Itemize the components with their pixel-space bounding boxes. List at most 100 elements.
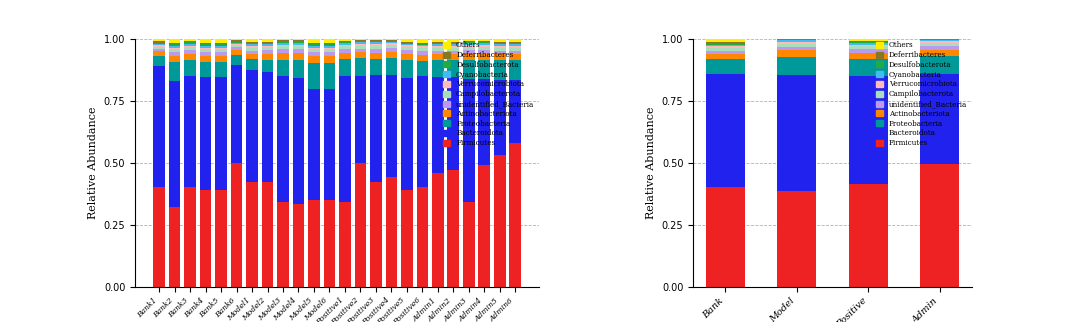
Bar [778,50,816,57]
Bar [510,48,521,51]
Bar [354,42,366,44]
Bar [261,183,273,287]
Bar [293,39,305,40]
Bar [231,40,242,41]
Bar [401,78,413,190]
Bar [246,46,258,48]
Bar [354,76,366,163]
Bar [339,43,351,44]
Bar [370,43,381,44]
Bar [153,56,165,66]
Bar [386,45,397,48]
Bar [339,41,351,42]
Bar [308,200,320,287]
Bar [339,76,351,202]
Bar [231,47,242,50]
Bar [354,59,366,76]
Bar [231,45,242,47]
Bar [168,43,180,44]
Bar [447,51,459,54]
Bar [354,39,366,40]
Bar [370,40,381,41]
Bar [308,63,320,90]
Bar [417,61,428,76]
Bar [278,39,288,40]
Bar [308,49,320,52]
Bar [849,46,888,49]
Bar [510,51,521,54]
Bar [231,41,242,43]
Bar [778,47,816,50]
Bar [293,53,305,61]
Bar [153,41,165,43]
Bar [778,38,816,39]
Bar [432,44,444,46]
Bar [168,207,180,287]
Y-axis label: Relative Abundance: Relative Abundance [646,106,657,219]
Bar [153,66,165,187]
Bar [153,39,165,41]
Bar [246,51,258,54]
Bar [231,163,242,287]
Bar [920,56,959,74]
Bar [354,163,366,287]
Bar [494,48,505,51]
Bar [185,54,195,60]
Bar [432,39,444,42]
Bar [339,59,351,76]
Bar [849,49,888,53]
Bar [231,43,242,44]
Bar [920,164,959,287]
Bar [168,46,180,48]
Bar [168,49,180,52]
Bar [920,39,959,40]
Bar [849,184,888,287]
Bar [706,51,745,54]
Bar [200,39,212,43]
Bar [246,42,258,43]
Bar [185,44,195,46]
Bar [478,60,490,79]
Bar [354,40,366,41]
Bar [324,90,335,200]
Bar [261,43,273,44]
Bar [432,46,444,48]
Bar [447,77,459,170]
Bar [478,50,490,53]
Bar [354,44,366,46]
Bar [278,41,288,43]
Bar [324,39,335,43]
Bar [185,60,195,76]
Bar [215,56,227,62]
Bar [920,46,959,50]
Bar [278,76,288,202]
Bar [447,54,459,61]
Bar [153,49,165,51]
Bar [293,78,305,204]
Bar [417,76,428,187]
Bar [168,56,180,62]
Bar [278,53,288,61]
Bar [261,60,273,72]
Bar [432,173,444,287]
Bar [510,61,521,80]
Bar [231,65,242,163]
Bar [510,39,521,42]
Bar [324,43,335,44]
Bar [215,190,227,287]
Bar [417,55,428,61]
Bar [706,43,745,44]
Bar [293,43,305,44]
Bar [386,58,397,75]
Bar [261,46,273,47]
Bar [478,47,490,50]
Bar [370,52,381,59]
Legend: Others, Deferribacteres, Desulfobacterota, Cyanobacteria, Verrucomicrobiota, Cam: Others, Deferribacteres, Desulfobacterot… [442,40,536,149]
Bar [432,48,444,51]
Bar [370,59,381,75]
Bar [261,54,273,60]
Bar [494,54,505,61]
Bar [494,44,505,46]
Bar [778,40,816,42]
Bar [278,40,288,41]
